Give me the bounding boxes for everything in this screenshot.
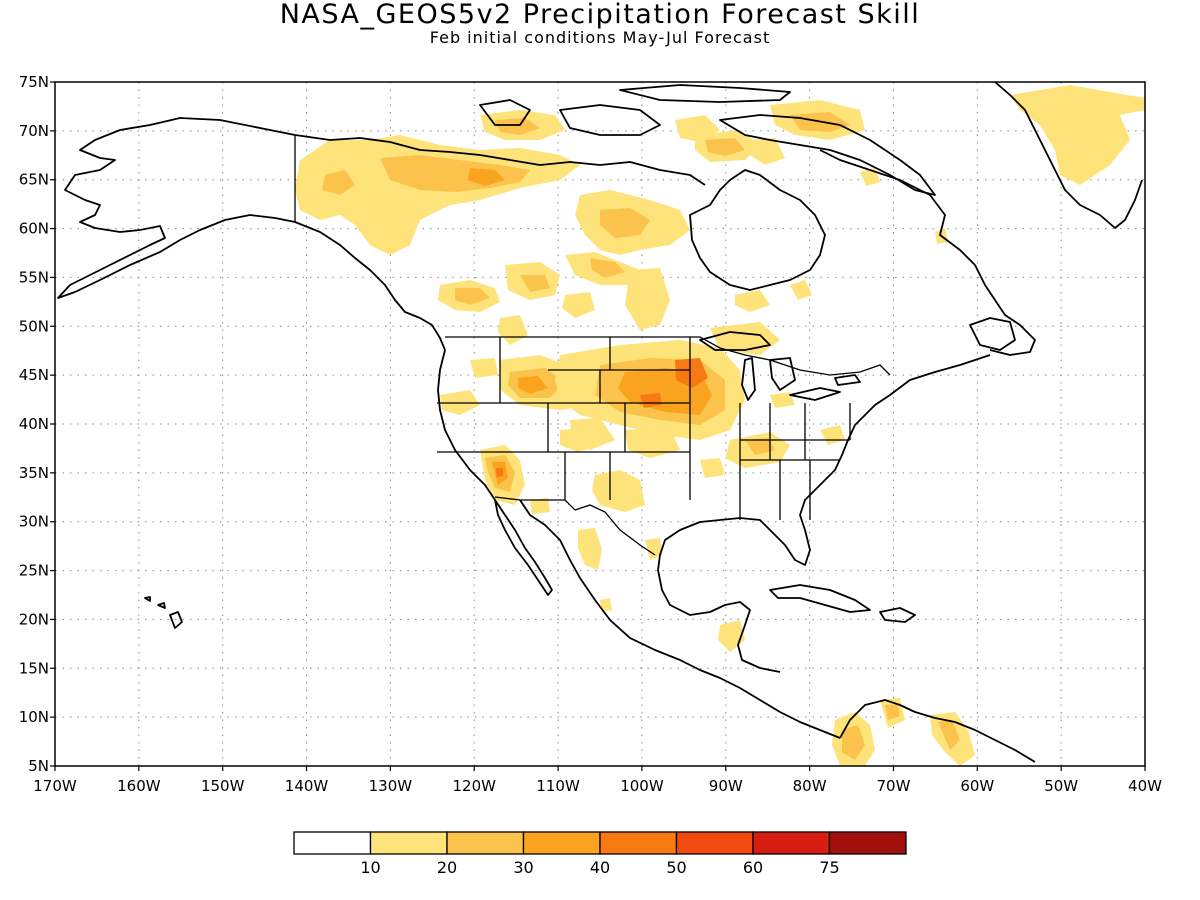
coastlines (57, 82, 1143, 763)
colorbar-swatch (446, 831, 525, 855)
cuba (769, 584, 871, 613)
alaska-coast (57, 117, 296, 299)
mexico-pacific (519, 499, 841, 739)
lon-tick-label: 120W (452, 777, 496, 795)
ellesmere (619, 84, 791, 103)
lat-tick-label: 60N (19, 220, 49, 238)
victoria-island (559, 104, 661, 136)
lat-tick-label: 70N (19, 122, 49, 140)
colorbar-swatch (293, 831, 372, 855)
hispaniola (879, 607, 916, 623)
lat-tick-label: 15N (19, 659, 49, 677)
lon-tick-label: 170W (33, 777, 77, 795)
arctic-coast (294, 134, 706, 186)
skill-shading (295, 85, 1145, 766)
lon-tick-label: 70W (877, 777, 911, 795)
lon-tick-label: 50W (1044, 777, 1078, 795)
skill-region-south-america (832, 698, 975, 766)
lat-tick-label: 45N (19, 366, 49, 384)
lat-tick-label: 50N (19, 317, 49, 335)
colorbar-swatch (828, 831, 907, 855)
lake-ontario (834, 374, 861, 386)
baffin-island (719, 114, 936, 196)
lon-tick-label: 110W (536, 777, 580, 795)
colorbar-swatch (369, 831, 448, 855)
lat-tick-label: 65N (19, 171, 49, 189)
latitude-axis: 75N 70N 65N 60N 55N 50N 45N 40N 35N 30N 25N 20N 15N 1… (19, 73, 55, 775)
hudson-bay (689, 169, 826, 291)
greenland-coast (994, 82, 1143, 229)
lat-tick-label: 20N (19, 610, 49, 628)
lat-tick-label: 30N (19, 513, 49, 531)
colorbar-swatch (599, 831, 678, 855)
hawaii (144, 596, 183, 629)
newfoundland (969, 317, 1016, 351)
colorbar-swatch (752, 831, 831, 855)
lon-tick-label: 130W (369, 777, 413, 795)
gulf-coast (657, 519, 781, 673)
skill-region-yukon-nwt (295, 135, 580, 255)
colorbar-label: 60 (743, 858, 763, 877)
colorbar-label: 75 (819, 858, 839, 877)
lake-michigan (741, 357, 756, 401)
south-america-coast (839, 699, 1036, 763)
lat-tick-label: 35N (19, 464, 49, 482)
skill-region-arctic-islands (480, 100, 865, 165)
baja (494, 499, 553, 596)
colorbar-label: 10 (360, 858, 380, 877)
lat-tick-label: 25N (19, 562, 49, 580)
lake-superior (699, 331, 771, 351)
lon-tick-label: 160W (117, 777, 161, 795)
colorbar-label: 40 (590, 858, 610, 877)
skill-region-nunavut (565, 190, 690, 285)
us-canada-border (445, 336, 891, 376)
lon-tick-label: 100W (620, 777, 664, 795)
colorbar-label: 50 (666, 858, 686, 877)
west-coast-us (437, 349, 496, 501)
colorbar-label: 30 (513, 858, 533, 877)
lon-tick-label: 80W (793, 777, 827, 795)
lon-tick-label: 60W (960, 777, 994, 795)
labrador-coast (819, 149, 1036, 356)
skill-region-mexico (578, 528, 662, 612)
longitude-axis: 170W 160W 150W 140W 130W 120W 110W 100W 90W 80W 70… (33, 766, 1162, 795)
colorbar-swatch (522, 831, 601, 855)
skill-region-ohio-valley (700, 425, 845, 478)
lat-tick-label: 40N (19, 415, 49, 433)
lon-tick-label: 90W (709, 777, 743, 795)
skill-region-upper-midwest (555, 340, 795, 458)
banks-island (479, 99, 531, 126)
lon-tick-label: 150W (201, 777, 245, 795)
skill-region-prairies (438, 262, 780, 355)
lat-tick-label: 10N (19, 708, 49, 726)
chart-subtitle: Feb initial conditions May-Jul Forecast (429, 28, 771, 47)
colorbar-label: 20 (437, 858, 457, 877)
skill-region-quebec (735, 168, 948, 312)
lat-tick-label: 75N (19, 73, 49, 91)
east-coast-us (719, 354, 991, 566)
lake-huron (769, 357, 796, 391)
lat-tick-label: 55N (19, 268, 49, 286)
lon-tick-label: 40W (1128, 777, 1162, 795)
colorbar-swatch (675, 831, 754, 855)
bc-coast (294, 221, 446, 351)
chart-title: NASA_GEOS5v2 Precipitation Forecast Skil… (279, 0, 921, 30)
colorbar: 10 20 30 40 50 60 75 (293, 831, 907, 877)
lake-erie (789, 387, 841, 401)
lat-tick-label: 5N (28, 757, 49, 775)
lon-tick-label: 140W (285, 777, 329, 795)
us-mexico-border (494, 496, 656, 556)
skill-region-southwest (480, 428, 645, 514)
skill-region-greenland (1010, 85, 1145, 185)
state-borders (294, 135, 891, 556)
